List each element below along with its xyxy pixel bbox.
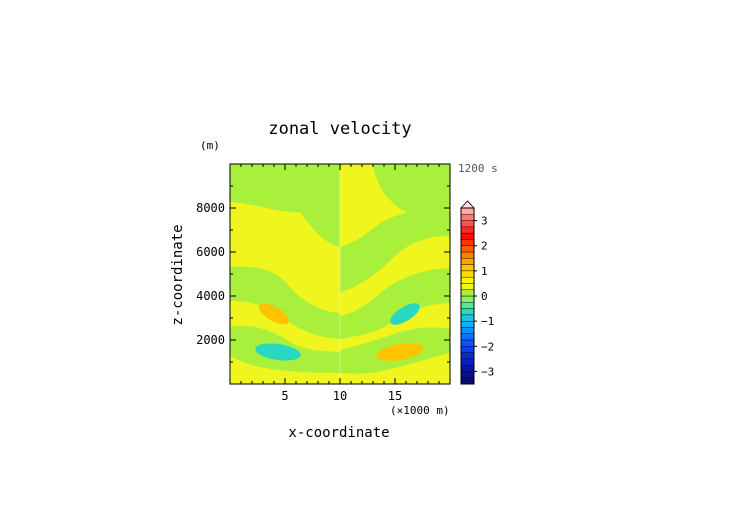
y-units-label: (m) bbox=[200, 139, 220, 152]
colorbar-swatch bbox=[460, 207, 475, 215]
chart-title: zonal velocity bbox=[268, 119, 411, 139]
contour-field bbox=[230, 164, 450, 384]
x-tick-label-1: 10 bbox=[333, 389, 347, 403]
x-tick-label-2: 15 bbox=[388, 389, 402, 403]
x-units-label: (×1000 m) bbox=[390, 404, 450, 417]
y-tick-label-3: 8000 bbox=[196, 201, 225, 215]
green-band-right-mid bbox=[340, 268, 450, 339]
colorbar-swatch bbox=[460, 258, 475, 265]
cyan-oval-left bbox=[255, 343, 301, 361]
x-axis-label: x-coordinate bbox=[288, 425, 389, 441]
colorbar-swatch bbox=[460, 232, 475, 240]
x-tick-label-0: 5 bbox=[281, 389, 288, 403]
x-axis-ticks: 5 10 15 bbox=[240, 164, 440, 403]
colorbar-swatch bbox=[460, 377, 475, 385]
green-band-right-top bbox=[340, 164, 450, 215]
colorbar-swatch bbox=[460, 276, 475, 284]
green-band-left-top bbox=[230, 164, 340, 247]
colorbar-swatch bbox=[460, 270, 475, 278]
colorbar: −3 −2 −1 0 1 2 3 bbox=[460, 200, 494, 385]
colorbar-swatch bbox=[460, 320, 475, 328]
colorbar-swatch bbox=[460, 264, 475, 272]
colorbar-extend-triangle bbox=[460, 200, 475, 209]
colorbar-tick-label-1: −2 bbox=[481, 340, 494, 353]
colorbar-tick-label-5: 2 bbox=[481, 240, 488, 253]
colorbar-swatch bbox=[460, 339, 475, 347]
colorbar-tick-label-4: 1 bbox=[481, 265, 488, 278]
colorbar-tick-label-2: −1 bbox=[481, 315, 494, 328]
colorbar-swatch bbox=[460, 220, 475, 228]
colorbar-swatch bbox=[460, 226, 475, 234]
orange-oval-right bbox=[376, 343, 424, 361]
colorbar-swatch bbox=[460, 289, 475, 297]
green-band-left-mid bbox=[230, 266, 340, 339]
y-axis-ticks: 2000 4000 6000 8000 bbox=[196, 185, 450, 363]
y-tick-label-2: 6000 bbox=[196, 245, 225, 259]
colorbar-swatch bbox=[460, 308, 475, 316]
colorbar-swatch bbox=[460, 302, 475, 309]
colorbar-swatch bbox=[460, 358, 475, 366]
colorbar-swatch bbox=[460, 239, 475, 246]
colorbar-tick-label-3: 0 bbox=[481, 290, 488, 303]
colorbar-swatch bbox=[460, 333, 475, 341]
colorbar-swatch bbox=[460, 327, 475, 334]
orange-oval-left bbox=[258, 303, 290, 325]
cyan-oval-right bbox=[390, 303, 420, 325]
y-axis-label: z-coordinate bbox=[170, 224, 186, 325]
y-tick-label-0: 2000 bbox=[196, 333, 225, 347]
colorbar-swatch bbox=[460, 364, 475, 372]
colorbar-swatch bbox=[460, 314, 475, 322]
colorbar-tick-label-0: −3 bbox=[481, 365, 494, 378]
colorbar-swatch bbox=[460, 251, 475, 259]
colorbar-swatch bbox=[460, 295, 475, 303]
colorbar-swatch bbox=[460, 371, 475, 378]
colorbar-swatch bbox=[460, 346, 475, 353]
colorbar-tick-label-6: 3 bbox=[481, 215, 488, 228]
time-label: 1200 s bbox=[458, 162, 498, 175]
green-band-right-upper bbox=[340, 209, 450, 292]
y-tick-label-1: 4000 bbox=[196, 289, 225, 303]
colorbar-swatch bbox=[460, 283, 475, 290]
colorbar-swatch bbox=[460, 245, 475, 253]
colorbar-swatch bbox=[460, 352, 475, 360]
colorbar-swatch bbox=[460, 214, 475, 221]
